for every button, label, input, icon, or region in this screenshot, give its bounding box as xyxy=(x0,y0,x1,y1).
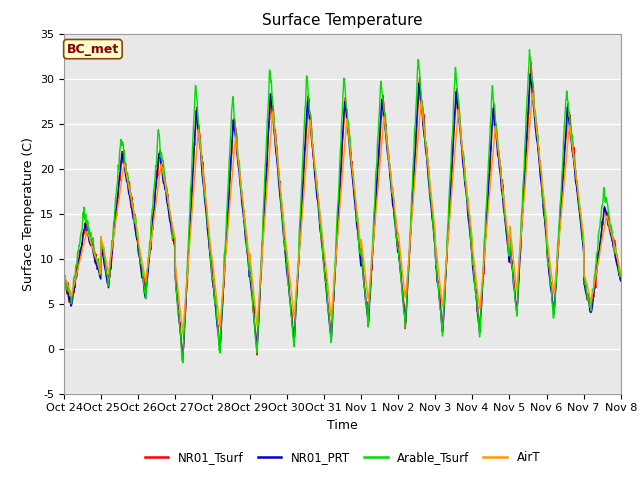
Title: Surface Temperature: Surface Temperature xyxy=(262,13,422,28)
Arable_Tsurf xyxy=(246,277,254,283)
Arable_Tsurf xyxy=(525,47,533,53)
NR01_Tsurf xyxy=(429,222,437,228)
AirT xyxy=(429,210,437,216)
Arable_Tsurf xyxy=(429,225,437,230)
AirT xyxy=(529,90,536,96)
Line: Arable_Tsurf: Arable_Tsurf xyxy=(64,50,621,363)
Line: NR01_Tsurf: NR01_Tsurf xyxy=(64,62,621,355)
Legend: NR01_Tsurf, NR01_PRT, Arable_Tsurf, AirT: NR01_Tsurf, NR01_PRT, Arable_Tsurf, AirT xyxy=(140,446,545,469)
AirT xyxy=(184,261,192,266)
Arable_Tsurf xyxy=(617,270,625,276)
NR01_PRT xyxy=(184,255,192,261)
NR01_PRT xyxy=(527,71,534,77)
Arable_Tsurf xyxy=(170,236,178,241)
NR01_PRT xyxy=(429,222,437,228)
Line: AirT: AirT xyxy=(64,93,621,334)
Arable_Tsurf xyxy=(184,244,192,250)
AirT xyxy=(502,214,509,220)
Line: NR01_PRT: NR01_PRT xyxy=(64,74,621,362)
NR01_PRT xyxy=(617,278,625,284)
NR01_Tsurf xyxy=(527,59,535,65)
AirT xyxy=(60,271,68,277)
NR01_Tsurf xyxy=(502,224,509,229)
AirT xyxy=(179,331,187,336)
AirT xyxy=(617,271,625,276)
NR01_Tsurf xyxy=(179,352,187,358)
AirT xyxy=(552,277,559,283)
Arable_Tsurf xyxy=(60,270,68,276)
NR01_PRT xyxy=(60,279,68,285)
NR01_Tsurf xyxy=(184,255,192,261)
NR01_PRT xyxy=(170,242,178,248)
NR01_PRT xyxy=(552,290,559,296)
Text: BC_met: BC_met xyxy=(67,43,119,56)
Y-axis label: Surface Temperature (C): Surface Temperature (C) xyxy=(22,137,35,290)
NR01_PRT xyxy=(502,226,509,232)
AirT xyxy=(246,258,254,264)
Arable_Tsurf xyxy=(552,289,559,295)
NR01_Tsurf xyxy=(552,285,559,290)
NR01_Tsurf xyxy=(617,276,625,282)
AirT xyxy=(170,231,178,237)
NR01_Tsurf xyxy=(170,238,178,243)
Arable_Tsurf xyxy=(502,220,509,226)
Arable_Tsurf xyxy=(179,360,187,366)
X-axis label: Time: Time xyxy=(327,419,358,432)
NR01_PRT xyxy=(246,280,254,286)
NR01_Tsurf xyxy=(60,278,68,284)
NR01_PRT xyxy=(179,359,187,365)
NR01_Tsurf xyxy=(246,277,254,283)
